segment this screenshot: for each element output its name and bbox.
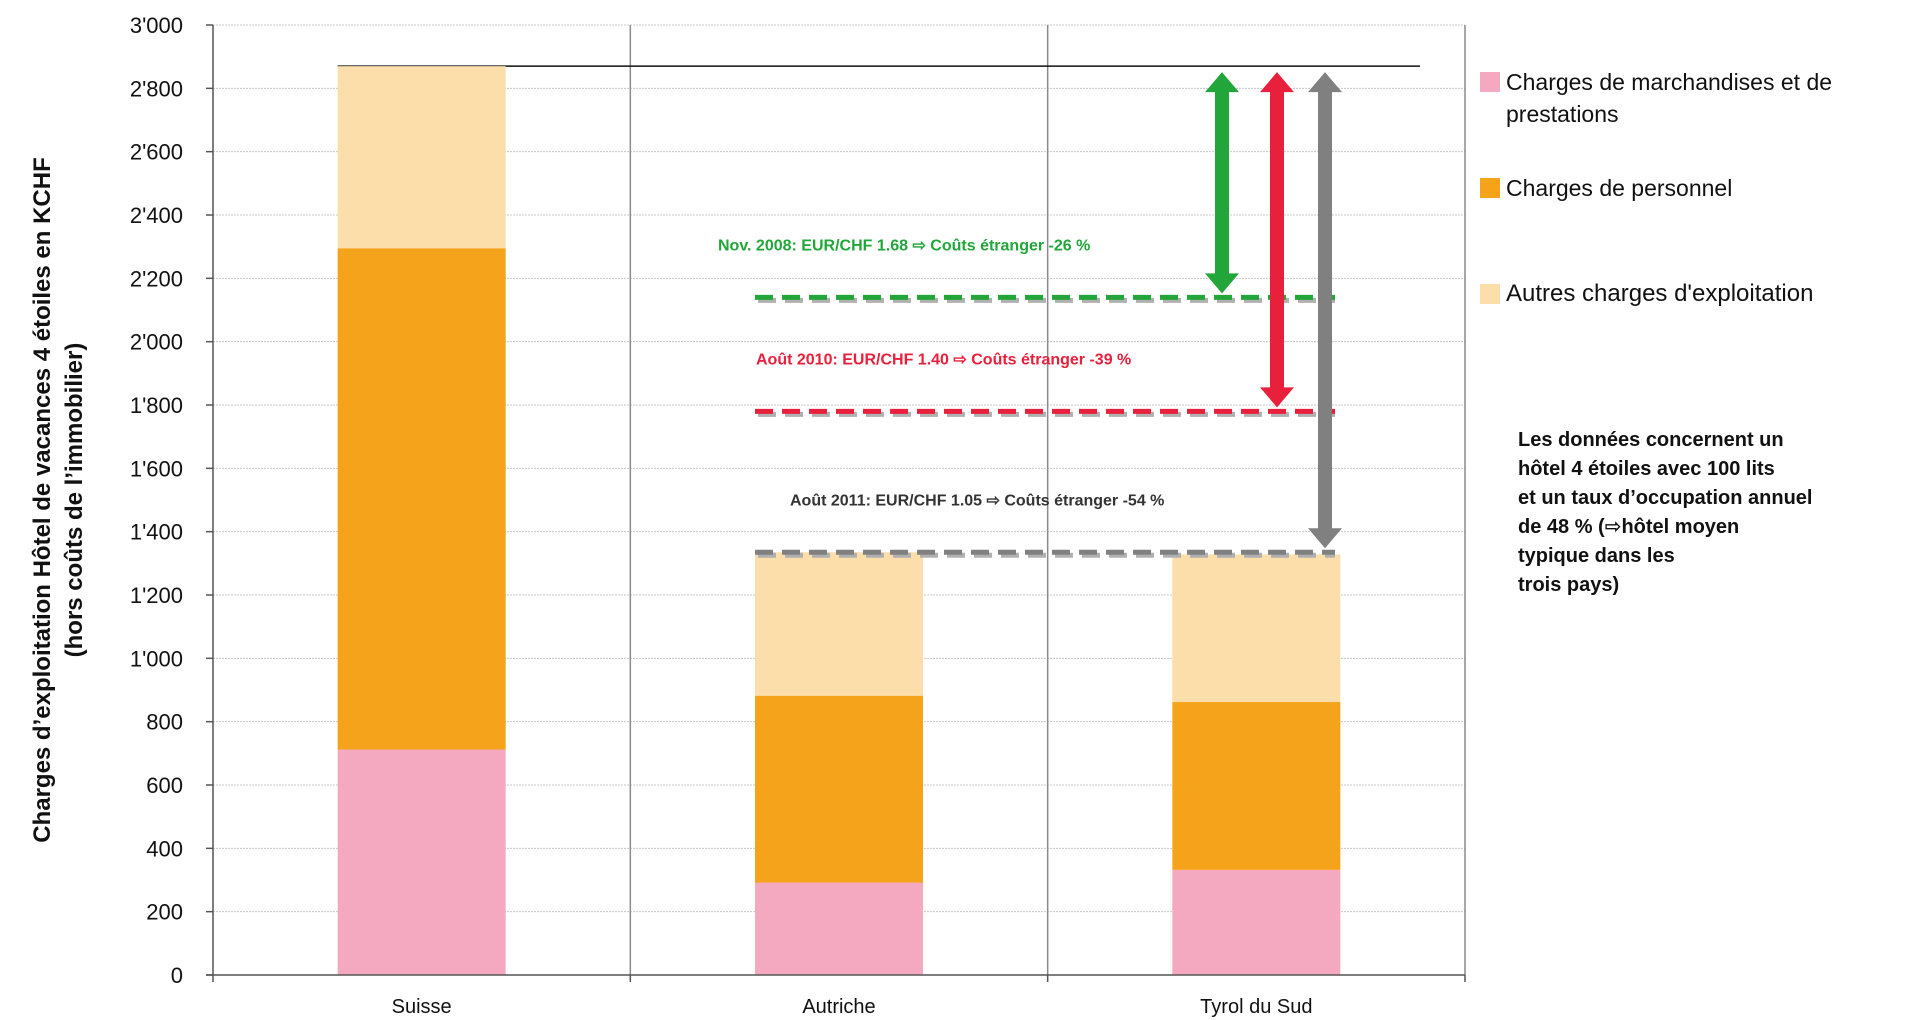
y-tick-label: 1'600 xyxy=(130,456,183,481)
y-tick-label: 3'000 xyxy=(130,13,183,38)
x-category-label: Suisse xyxy=(392,996,452,1018)
y-tick-label: 0 xyxy=(171,963,183,988)
bar-segment-autres xyxy=(1172,554,1341,703)
annotation-arrow xyxy=(1260,72,1294,408)
y-tick-label: 400 xyxy=(146,836,183,861)
y-tick-label: 2'400 xyxy=(130,203,183,228)
legend-swatch-marchandises xyxy=(1480,72,1500,92)
legend-swatch-personnel xyxy=(1480,178,1500,198)
bar-segment-personnel xyxy=(1172,702,1341,870)
bar-segment-marchandises xyxy=(337,749,506,975)
legend-swatch-autres xyxy=(1480,284,1500,304)
bar-stacks xyxy=(337,66,1341,975)
y-axis-label-line2: (hors coûts de l’immobilier) xyxy=(61,343,88,658)
y-tick-label: 2'000 xyxy=(130,330,183,355)
legend-item-autres: Autres charges d'exploitation xyxy=(1480,278,1813,310)
note-text: Les données concernent un hôtel 4 étoile… xyxy=(1518,426,1898,600)
legend-item-marchandises: Charges de marchandises et de prestation… xyxy=(1480,66,1900,130)
note-line: Les données concernent un xyxy=(1518,429,1784,451)
axes-group: 0 200 400 600 800 1'000 1'200 1'400 1'600 1'800 2'… xyxy=(130,13,1466,1018)
annotations-group: Nov. 2008: EUR/CHF 1.68 ⇨ Coûts étranger… xyxy=(718,72,1342,558)
y-tick-label: 1'800 xyxy=(130,393,183,418)
bar-segment-marchandises xyxy=(1172,869,1341,975)
y-axis-label-line1: Charges d’exploitation Hôtel de vacances… xyxy=(29,157,56,843)
y-tick-label: 1'000 xyxy=(130,646,183,671)
bar-segment-autres xyxy=(337,66,506,249)
legend-label-autres: Autres charges d'exploitation xyxy=(1506,280,1814,307)
legend-label-personnel: Charges de personnel xyxy=(1506,175,1733,201)
y-tick-label: 2'600 xyxy=(130,140,183,165)
legend-label-marchandises: Charges de marchandises et de prestation… xyxy=(1506,69,1833,127)
x-category-label: Tyrol du Sud xyxy=(1200,996,1312,1018)
annotation-label: Août 2011: EUR/CHF 1.05 ⇨ Coûts étranger… xyxy=(790,492,1164,509)
note-line: de 48 % (⇨hôtel moyen xyxy=(1518,516,1740,538)
x-category-label: Autriche xyxy=(802,996,875,1018)
note-line: et un taux d’occupation annuel xyxy=(1518,487,1813,509)
bar-segment-marchandises xyxy=(755,882,923,975)
y-tick-label: 2'800 xyxy=(130,76,183,101)
bar-segment-personnel xyxy=(755,695,923,883)
y-tick-label: 1'200 xyxy=(130,583,183,608)
bar-segment-personnel xyxy=(337,248,506,750)
y-tick-label: 1'400 xyxy=(130,520,183,545)
note-line: trois pays) xyxy=(1518,574,1620,596)
note-line: hôtel 4 étoiles avec 100 lits xyxy=(1518,458,1775,480)
y-tick-label: 200 xyxy=(146,900,183,925)
annotation-arrow xyxy=(1308,72,1342,549)
annotation-label: Nov. 2008: EUR/CHF 1.68 ⇨ Coûts étranger… xyxy=(718,237,1090,254)
y-tick-label: 600 xyxy=(146,773,183,798)
bar-segment-autres xyxy=(755,552,923,696)
y-tick-label: 800 xyxy=(146,710,183,735)
annotation-label: Août 2010: EUR/CHF 1.40 ⇨ Coûts étranger… xyxy=(756,351,1131,368)
legend-item-personnel: Charges de personnel xyxy=(1480,172,1732,204)
note-line: typique dans les xyxy=(1518,545,1675,567)
y-tick-label: 2'200 xyxy=(130,266,183,291)
annotation-arrow xyxy=(1205,72,1239,294)
